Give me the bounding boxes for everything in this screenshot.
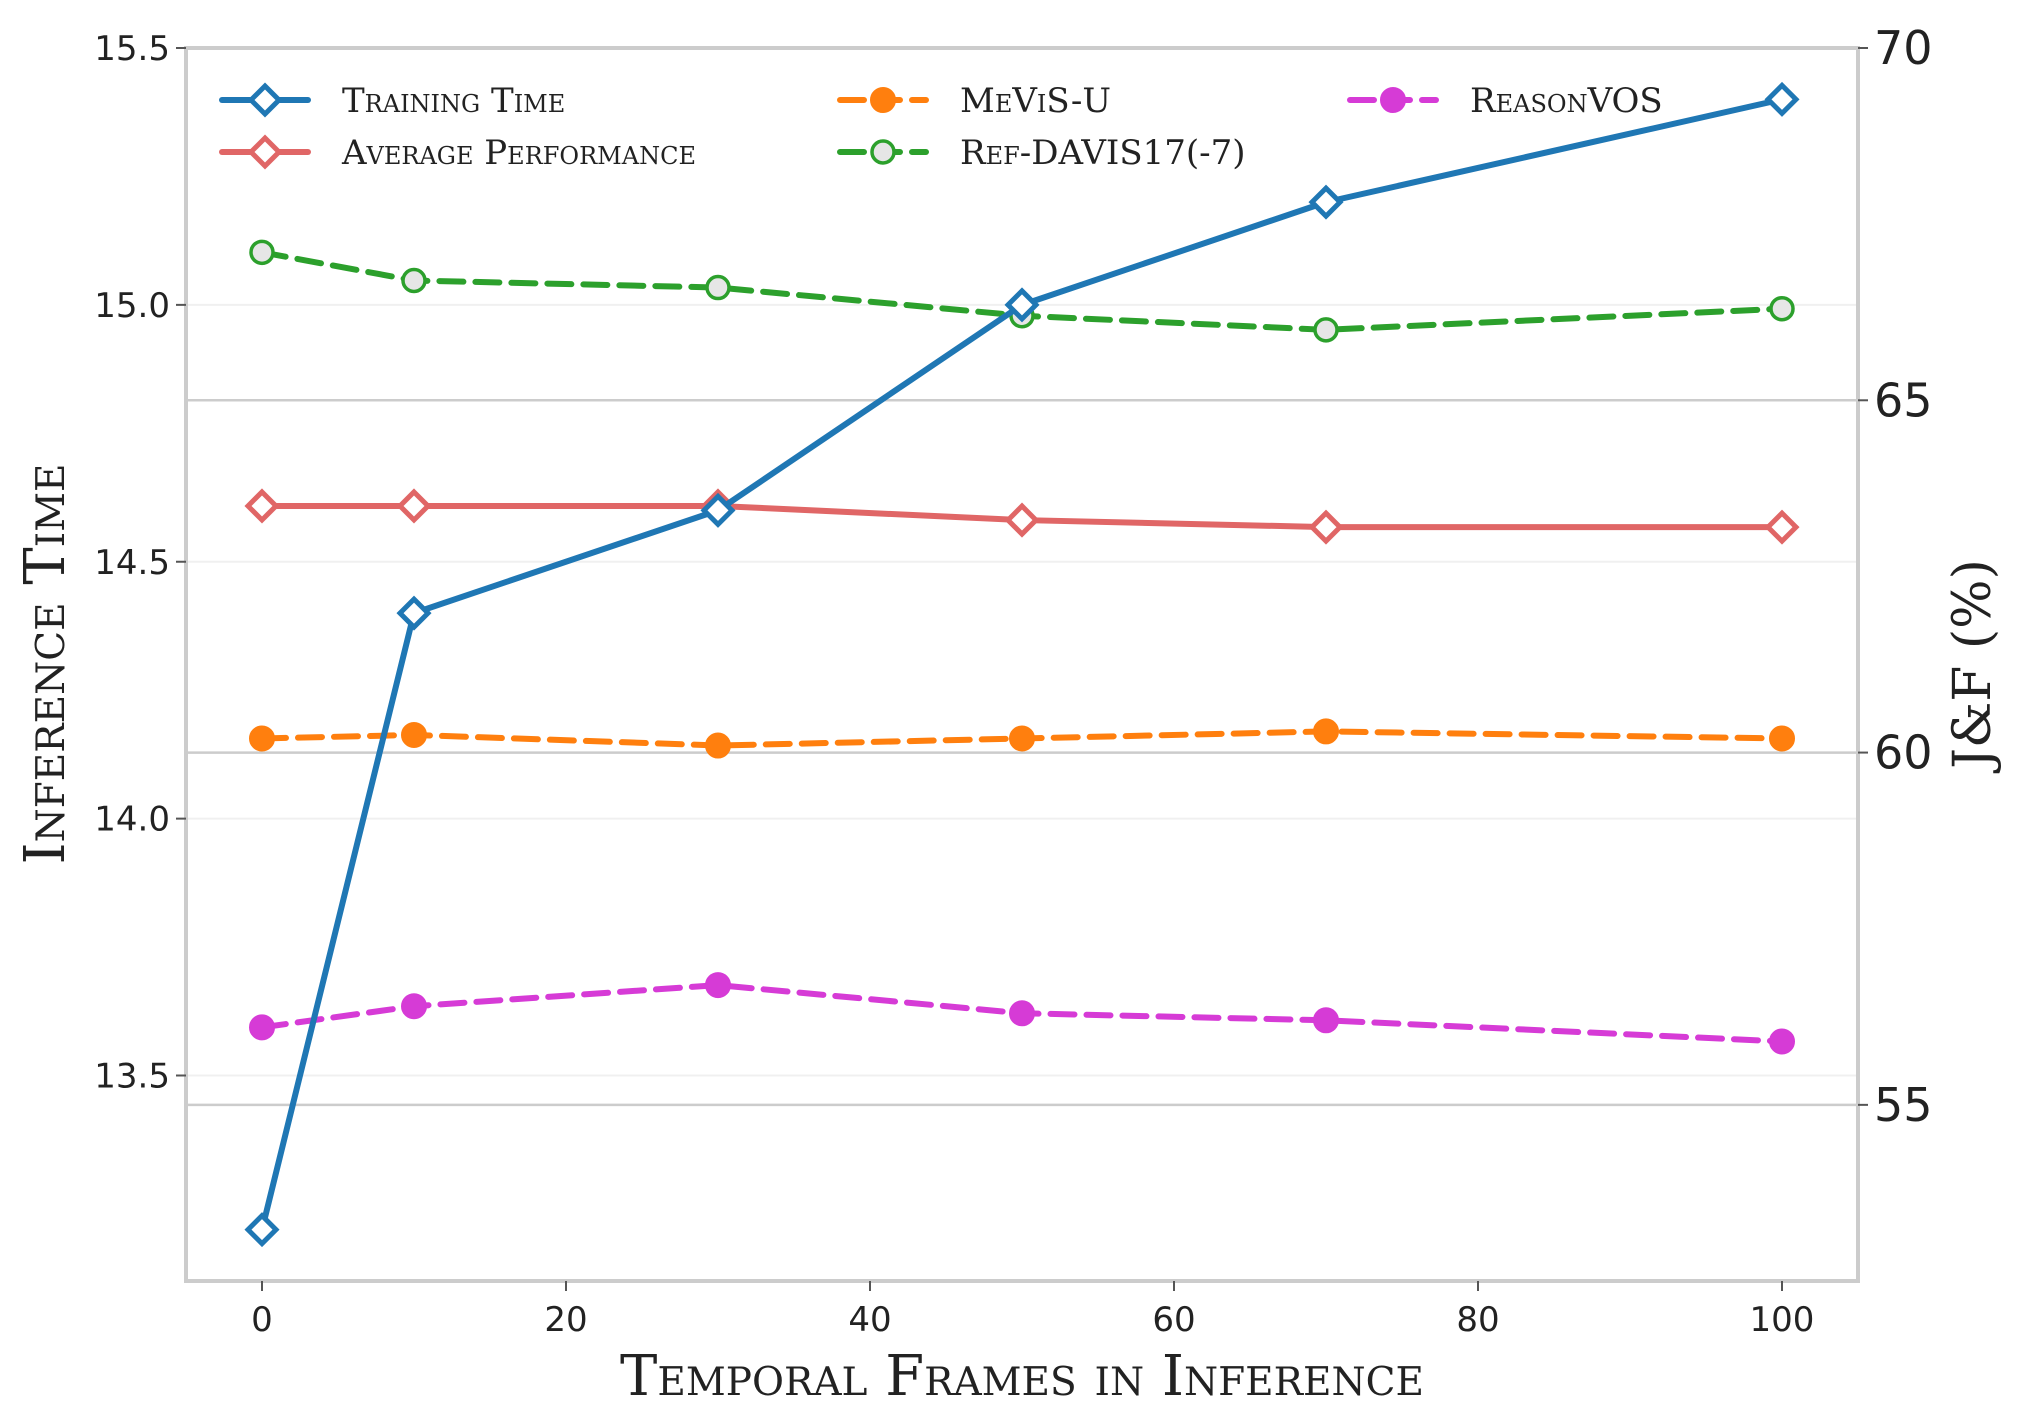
left-tick-label: 14.0 xyxy=(94,800,170,840)
legend-entry: ReasonVOS xyxy=(1347,81,1663,121)
legend-label: Ref-DAVIS17(-7) xyxy=(960,133,1246,173)
data-point xyxy=(1308,184,1344,220)
legend-marker xyxy=(870,87,896,113)
series-training-time xyxy=(244,81,1800,1248)
data-point xyxy=(1764,81,1800,117)
x-tick-label: 0 xyxy=(251,1300,273,1340)
series-line xyxy=(259,96,1785,1233)
data-point xyxy=(401,721,427,748)
data-point xyxy=(396,595,432,631)
data-point xyxy=(1313,718,1339,745)
legend-label: ReasonVOS xyxy=(1470,81,1663,121)
y-axis-title: Inference Time xyxy=(13,463,78,864)
legend-label: MeViS-U xyxy=(960,81,1111,121)
data-point xyxy=(249,1014,275,1041)
x-tick-label: 100 xyxy=(1750,1300,1815,1340)
data-point xyxy=(1308,509,1344,545)
series-mevis-u xyxy=(249,718,1795,759)
data-point xyxy=(1009,725,1035,752)
series-reasonvos xyxy=(249,972,1795,1055)
series-line xyxy=(259,249,1785,333)
x-tick-label: 80 xyxy=(1456,1300,1499,1340)
y2-axis-title: J&F (%) xyxy=(1943,559,2003,774)
data-point xyxy=(1769,725,1795,752)
data-point xyxy=(396,488,432,524)
x-tick-label: 20 xyxy=(544,1300,587,1340)
data-point xyxy=(249,725,275,752)
legend-entry: MeViS-U xyxy=(837,81,1111,121)
legend-entry: Training Time xyxy=(219,81,565,121)
data-point xyxy=(1004,287,1040,323)
data-point xyxy=(1764,509,1800,545)
right-tick-label: 60 xyxy=(1874,726,1933,780)
data-point xyxy=(705,972,731,999)
data-point xyxy=(1313,317,1339,343)
legend-entry: Average Performance xyxy=(219,133,696,173)
right-tick-label: 55 xyxy=(1874,1078,1933,1132)
data-point xyxy=(401,993,427,1020)
data-point xyxy=(1313,1007,1339,1034)
data-point xyxy=(401,267,427,294)
legend-label: Average Performance xyxy=(341,133,696,173)
right-axis-ticks: 55 60 65 70 xyxy=(1858,21,1933,1132)
data-point xyxy=(1004,502,1040,538)
series-line xyxy=(259,728,1785,749)
legend-marker xyxy=(247,134,283,170)
left-axis-ticks: 13.5 14.0 14.5 15.0 15.5 xyxy=(94,29,186,1097)
x-tick-label: 60 xyxy=(1152,1300,1195,1340)
plot-frame xyxy=(184,46,1860,1283)
legend: Training Time Average Performance MeViS-U R… xyxy=(219,81,1663,173)
data-point xyxy=(700,492,736,528)
left-tick-label: 15.5 xyxy=(94,29,170,69)
series-layer xyxy=(244,81,1800,1248)
right-tick-label: 70 xyxy=(1874,21,1933,75)
data-point xyxy=(1769,295,1795,322)
x-tick-label: 40 xyxy=(848,1300,891,1340)
left-tick-label: 15.0 xyxy=(94,286,170,326)
data-point xyxy=(705,274,731,301)
left-tick-label: 13.5 xyxy=(94,1057,170,1097)
x-axis-ticks: 0 20 40 60 80 100 xyxy=(251,1281,1814,1340)
data-point xyxy=(705,732,731,759)
data-point xyxy=(1009,1000,1035,1027)
x-axis-title: Temporal Frames in Inference xyxy=(620,1344,1424,1409)
legend-marker xyxy=(1380,87,1406,113)
right-tick-label: 65 xyxy=(1874,373,1933,427)
series-line xyxy=(259,502,1785,531)
legend-label: Training Time xyxy=(342,81,565,121)
legend-marker xyxy=(247,82,283,118)
legend-entry: Ref-DAVIS17(-7) xyxy=(837,133,1246,173)
data-point xyxy=(249,239,275,266)
series-line xyxy=(259,982,1785,1045)
legend-marker xyxy=(870,139,896,165)
series-ref-davis17-7- xyxy=(249,239,1795,343)
data-point xyxy=(244,488,280,524)
data-point xyxy=(1769,1028,1795,1055)
left-tick-label: 14.5 xyxy=(94,543,170,583)
data-point xyxy=(244,1212,280,1248)
